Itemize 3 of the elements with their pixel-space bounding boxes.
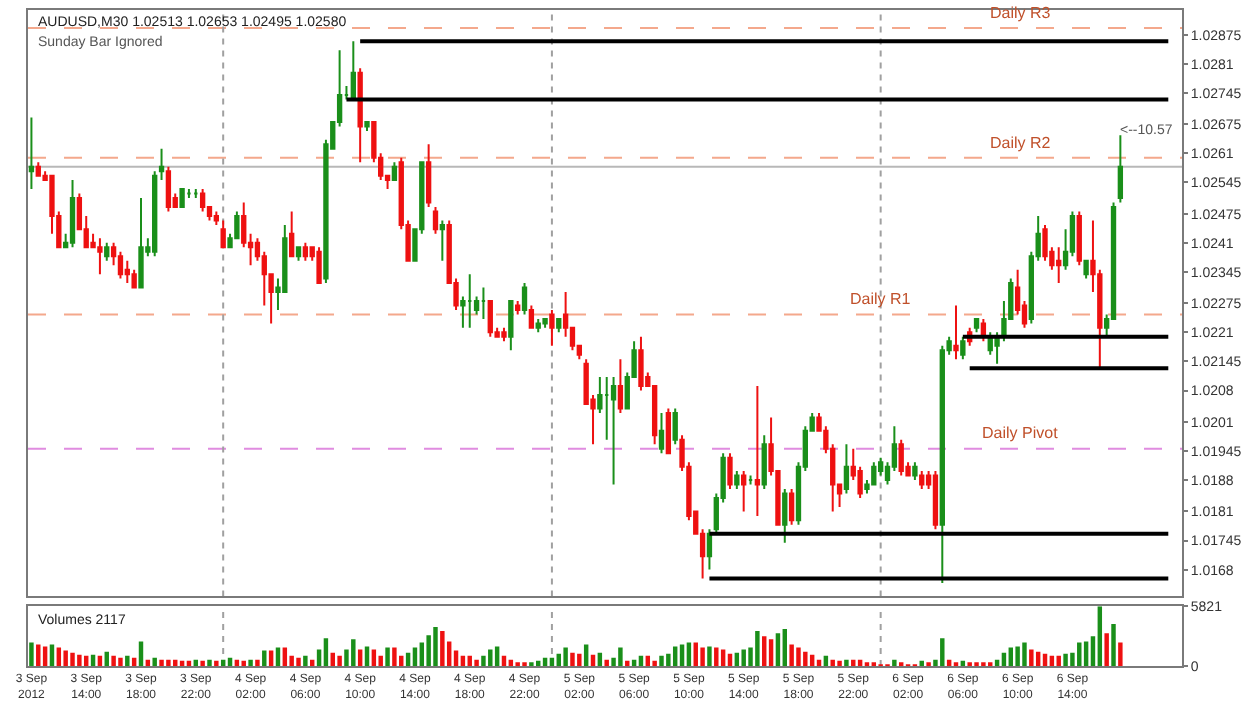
ref-line-label: Daily R1 bbox=[850, 290, 912, 308]
ref-line-label: Daily Pivot bbox=[982, 424, 1060, 442]
ref-line-label: Daily R2 bbox=[990, 134, 1052, 152]
